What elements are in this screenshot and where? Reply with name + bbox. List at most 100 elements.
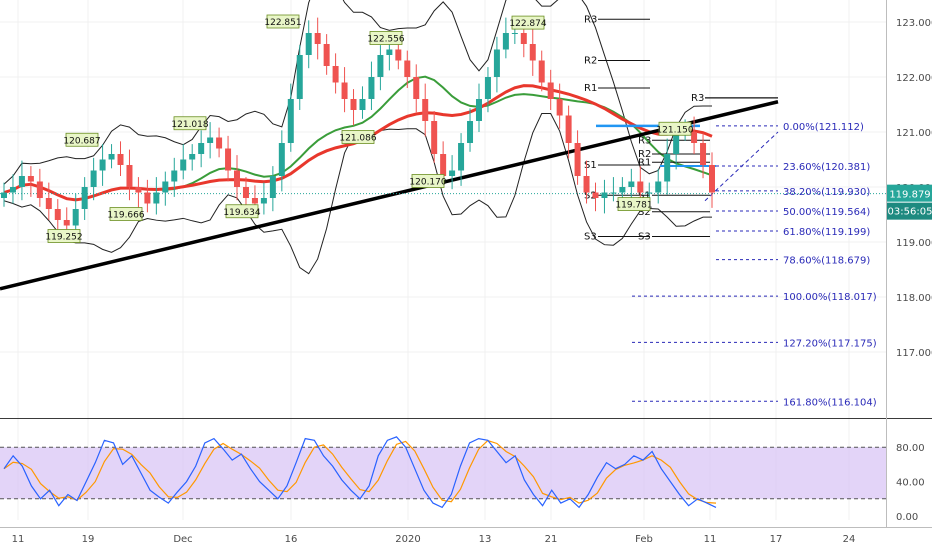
x-tick-label: Dec <box>173 534 192 545</box>
x-tick-label: 24 <box>843 534 856 545</box>
candle-body <box>144 192 151 204</box>
price-label: 121.018 <box>171 120 208 130</box>
fib-diagonal <box>704 131 779 202</box>
monthly-pivot-label: R2 <box>584 56 597 67</box>
stochastic-panel <box>0 436 886 509</box>
candle-body <box>36 181 43 198</box>
candle-body <box>386 49 393 55</box>
fib-level-label: 100.00%(118.017) <box>783 292 877 303</box>
x-tick-label: 19 <box>82 534 95 545</box>
price-label: 122.851 <box>264 18 301 28</box>
stochastic-k-line <box>3 436 717 509</box>
candle-body <box>592 192 599 198</box>
candle-body <box>637 181 644 193</box>
monthly-pivot-label: S1 <box>584 160 597 171</box>
candle-body <box>135 187 142 193</box>
y-tick-label: 118.000 <box>896 293 932 304</box>
price-label-box <box>411 174 445 188</box>
candle-body <box>583 176 590 193</box>
candle-body <box>529 44 536 61</box>
price-label-box <box>225 204 259 219</box>
candle-body <box>377 55 384 77</box>
y-tick-label: 117.000 <box>896 348 932 359</box>
candle-body <box>216 137 223 149</box>
weekly-r3-label: R3 <box>691 93 704 104</box>
candle-body <box>45 198 52 209</box>
osc-tick-label: 40.00 <box>896 478 925 489</box>
weekly-pivot-label: S1 <box>638 190 651 201</box>
fib-level-label: 38.20%(119.930) <box>783 187 870 198</box>
price-label: 122.556 <box>367 35 404 45</box>
candle-body <box>395 49 402 61</box>
candle-body <box>700 143 707 165</box>
candle-body <box>574 143 581 176</box>
price-label: 119.781 <box>615 201 652 211</box>
candle-body <box>520 33 527 44</box>
stochastic-d-line <box>3 439 717 504</box>
weekly-pivot-label: R2 <box>638 149 651 160</box>
price-label: 121.150 <box>656 125 693 135</box>
price-label-box <box>47 229 81 243</box>
bollinger-upper-band <box>3 0 712 185</box>
candle-body <box>502 33 509 50</box>
candle-body <box>413 77 420 99</box>
candle-body <box>153 192 160 204</box>
price-label-box <box>109 207 143 221</box>
candle-body <box>341 82 348 99</box>
x-tick-label: 2020 <box>395 534 420 545</box>
fib-level-label: 23.60%(120.381) <box>783 162 870 173</box>
candle-body <box>350 99 357 110</box>
price-label-layer: 120.687 121.018 122.851 122.556 122.874 119.2… <box>45 14 694 243</box>
x-tick-label: 11 <box>704 534 717 545</box>
candle-body <box>538 60 545 83</box>
x-tick-label: 16 <box>285 534 298 545</box>
candle-body <box>332 66 339 83</box>
candle-body <box>323 44 330 66</box>
candle-body <box>260 198 267 204</box>
candle-body <box>467 121 474 143</box>
monthly-pivot-label: S2 <box>584 190 597 201</box>
y-tick-label: 122.000 <box>896 73 932 84</box>
candle-body <box>63 220 70 226</box>
candle-body <box>198 143 205 154</box>
candle-body <box>610 192 617 194</box>
fib-level-label: 0.00%(121.112) <box>783 122 864 133</box>
price-label-box <box>266 14 300 29</box>
candle-body <box>556 99 563 116</box>
price-label: 120.687 <box>63 136 100 146</box>
candle-body <box>422 99 429 121</box>
candle-body <box>359 99 366 110</box>
candle-body <box>511 33 518 34</box>
price-label: 119.666 <box>107 211 144 221</box>
price-label-box <box>617 197 651 212</box>
candle-body <box>655 181 662 193</box>
candle-body <box>628 181 635 187</box>
x-tick-label: 13 <box>479 534 492 545</box>
candle-body <box>207 137 214 143</box>
candle-body <box>440 154 447 176</box>
weekly-pivot-label: R1 <box>638 157 651 168</box>
weekly-pivot-label: S2 <box>638 207 651 218</box>
candle-body <box>225 148 232 171</box>
candle-body <box>431 121 438 154</box>
price-label: 119.252 <box>45 233 82 243</box>
candle-body <box>234 170 241 187</box>
price-label: 120.170 <box>409 178 446 188</box>
candle-body <box>72 209 79 226</box>
candle-body <box>458 143 465 171</box>
price-label: 121.086 <box>339 134 376 144</box>
candle-body <box>27 176 34 182</box>
candle-body <box>269 176 276 198</box>
candle-body <box>90 170 97 187</box>
candle-body <box>475 99 482 121</box>
candle-body <box>709 165 715 193</box>
candle-body <box>9 187 16 193</box>
candle-body <box>287 99 294 143</box>
candle-body <box>251 198 258 204</box>
candle-body <box>171 170 178 182</box>
candle-body <box>404 60 411 77</box>
candle-body <box>449 170 456 176</box>
candle-body <box>305 33 312 55</box>
